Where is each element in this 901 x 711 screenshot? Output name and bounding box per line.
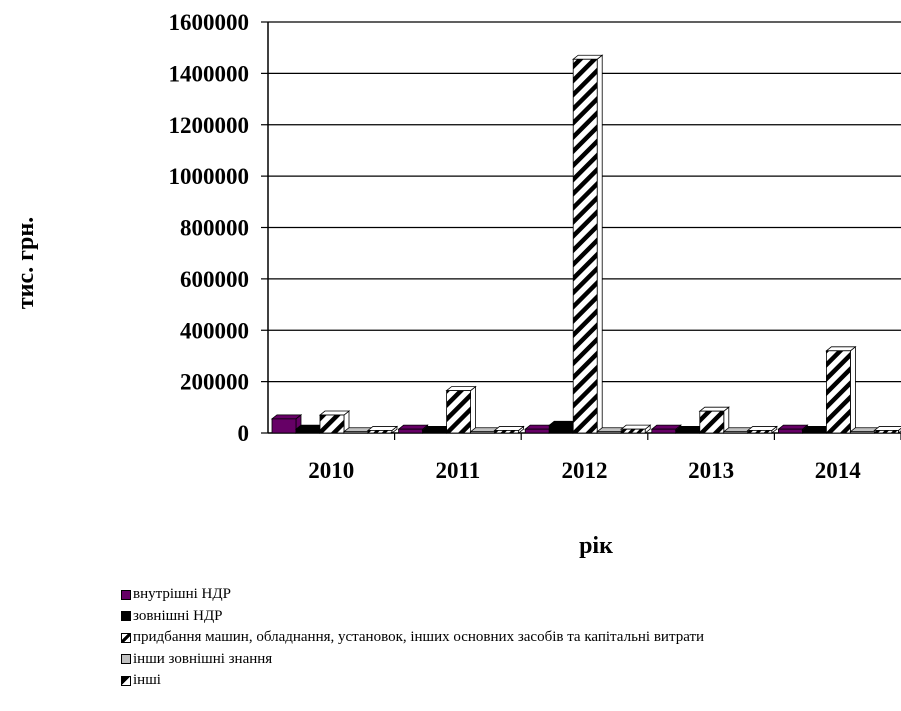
bar	[318, 410, 351, 434]
legend-swatch	[121, 654, 131, 665]
legend-item: придбання машин, обладнання, установок, …	[121, 627, 704, 649]
y-tick-labels: 0 200000 400000 600000 800000 1000000 1200000 1…	[169, 10, 250, 446]
bar	[746, 425, 778, 434]
x-tick-label: 2012	[562, 458, 608, 483]
y-tick-label: 800000	[180, 216, 249, 241]
legend-label: придбання машин, обладнання, установок, …	[133, 629, 705, 645]
y-tick-label: 1400000	[169, 61, 250, 86]
y-tick-label: 0	[238, 421, 250, 446]
bars	[270, 54, 901, 434]
y-tick-label: 1600000	[169, 10, 250, 35]
x-tick-label: 2014	[815, 458, 862, 483]
legend-item: внутрішні НДР	[121, 584, 704, 606]
bar	[825, 345, 857, 434]
bar	[572, 54, 604, 434]
x-axis-label: рік	[579, 533, 613, 559]
legend-item: зовнішні НДР	[121, 606, 704, 628]
bar	[445, 385, 477, 434]
legend-item: інші	[121, 670, 704, 692]
bar	[873, 426, 901, 434]
legend-label: інші	[133, 672, 161, 688]
bar	[493, 425, 525, 434]
y-tick-label: 400000	[180, 318, 249, 343]
legend-label: зовнішні НДР	[133, 607, 223, 624]
legend-label: інши зовнішні знання	[133, 650, 273, 667]
legend-swatch	[121, 611, 131, 622]
y-tick-label: 1200000	[169, 113, 250, 138]
bar	[366, 425, 399, 434]
legend: внутрішні НДР зовнішні НДР придбання машин…	[121, 584, 704, 692]
y-tick-label: 1000000	[169, 164, 250, 189]
y-axis-label: тис. грн.	[13, 217, 39, 309]
x-tick-label: 2013	[688, 458, 734, 483]
legend-label: внутрішні НДР	[133, 586, 231, 602]
y-tick-label: 600000	[180, 267, 249, 292]
x-tick-label: 2011	[436, 458, 481, 483]
bar	[620, 424, 652, 434]
bar	[698, 406, 730, 434]
legend-swatch	[121, 675, 131, 686]
x-tick-labels: 2010 2011 2012 2013 2014	[308, 458, 861, 483]
y-tick-label: 200000	[180, 370, 249, 395]
legend-swatch	[121, 632, 131, 643]
legend-item: інши зовнішні знання	[121, 649, 704, 671]
legend-swatch	[121, 589, 131, 600]
x-tick-label: 2010	[308, 458, 354, 483]
